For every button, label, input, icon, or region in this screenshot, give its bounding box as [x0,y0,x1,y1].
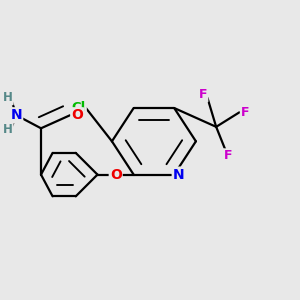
Text: N: N [173,168,184,182]
Text: O: O [71,108,83,122]
Text: F: F [224,149,232,162]
Text: F: F [241,106,249,119]
Text: F: F [199,88,207,101]
Text: H: H [3,123,13,136]
Text: H: H [3,92,13,104]
Text: N: N [11,108,22,122]
Text: O: O [110,168,122,182]
Text: Cl: Cl [71,101,86,114]
